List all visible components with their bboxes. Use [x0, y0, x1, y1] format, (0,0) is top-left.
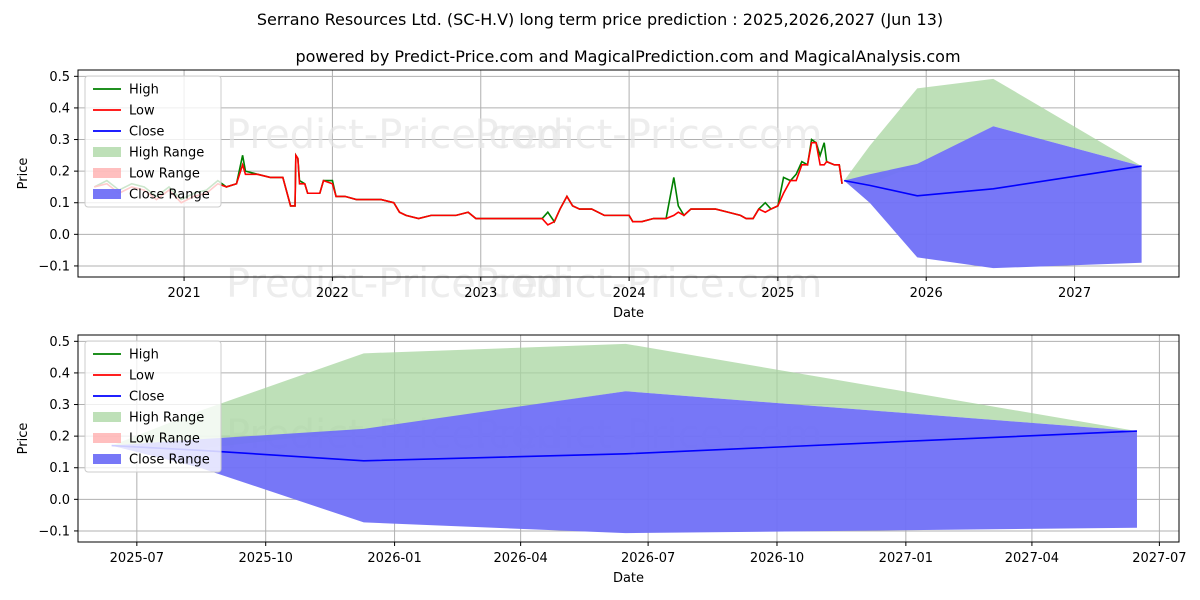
legend-label: Low [129, 369, 155, 384]
y-tick-label: 0.4 [49, 366, 70, 381]
x-tick-label: 2026-07 [621, 551, 675, 566]
x-tick-label: 2022 [316, 286, 349, 301]
watermark-text: Predict-Price.com [475, 261, 823, 307]
high-range-band [844, 78, 1142, 184]
legend-label: High Range [129, 146, 204, 161]
x-tick-label: 2023 [464, 286, 497, 301]
y-tick-label: 0.5 [49, 70, 70, 85]
chart-panel-1: Predict-Price.comPredict-Price.comPredic… [16, 69, 1180, 321]
y-tick-label: −0.1 [38, 524, 70, 539]
watermark-text: Predict-Price.com [475, 112, 823, 158]
y-tick-label: 0.1 [49, 196, 70, 211]
legend-swatch-low_range [93, 433, 121, 443]
legend-label: Low Range [129, 432, 200, 447]
y-tick-label: 0.2 [49, 165, 70, 180]
y-axis-label: Price [16, 423, 31, 455]
legend-label: Close [129, 390, 164, 405]
y-tick-label: 0.2 [49, 430, 70, 445]
x-tick-label: 2026-01 [367, 551, 421, 566]
legend-label: Low [129, 104, 155, 119]
y-tick-label: 0.3 [49, 398, 70, 413]
legend-label: High Range [129, 411, 204, 426]
high-range-band [111, 343, 1137, 449]
y-tick-label: 0.0 [49, 493, 70, 508]
watermark-text: Predict-Price.com [226, 261, 574, 307]
y-tick-label: 0.0 [49, 228, 70, 243]
legend-swatch-high_range [93, 147, 121, 157]
legend-swatch-high_range [93, 412, 121, 422]
y-axis-label: Price [16, 158, 31, 190]
x-tick-label: 2025 [761, 286, 794, 301]
plot-frame [77, 334, 1180, 543]
y-tick-label: 0.1 [49, 461, 70, 476]
legend: High Low Close High Range Low Range Close Ran… [84, 75, 222, 208]
legend-label: Close Range [129, 453, 210, 468]
legend-label: High [129, 348, 159, 363]
legend-swatch-close_range [93, 454, 121, 464]
x-tick-label: 2026-10 [750, 551, 804, 566]
x-axis-label: Date [613, 306, 644, 321]
chart-subtitle: powered by Predict-Price.com and Magical… [295, 47, 960, 66]
watermark-text: Predict-Price.com [226, 112, 574, 158]
close-series-line [843, 165, 1142, 197]
y-tick-label: 0.3 [49, 133, 70, 148]
x-tick-label: 2026 [910, 286, 943, 301]
x-tick-label: 2027 [1058, 286, 1091, 301]
plot-area [93, 78, 1142, 269]
legend: High Low Close High Range Low Range Close Ran… [84, 340, 222, 473]
plot-frame [77, 69, 1180, 278]
legend-label: Close [129, 125, 164, 140]
close-range-band [844, 126, 1142, 269]
x-tick-label: 2027-04 [1005, 551, 1059, 566]
x-tick-label: 2025-10 [239, 551, 293, 566]
x-tick-label: 2021 [168, 286, 201, 301]
x-tick-label: 2026-04 [493, 551, 547, 566]
legend-swatch-low_range [93, 168, 121, 178]
legend-swatch-close_range [93, 189, 121, 199]
chart-title: Serrano Resources Ltd. (SC-H.V) long ter… [257, 10, 943, 29]
close-range-band [111, 391, 1137, 534]
legend-label: Low Range [129, 167, 200, 182]
chart-panel-2: Predict-Price.comPredict-Price.com−0.10.… [16, 334, 1187, 586]
x-tick-label: 2025-07 [110, 551, 164, 566]
x-tick-label: 2027-01 [879, 551, 933, 566]
legend-label: Close Range [129, 188, 210, 203]
x-tick-label: 2027-07 [1132, 551, 1186, 566]
low-series-line [94, 141, 843, 226]
y-tick-label: 0.4 [49, 101, 70, 116]
y-tick-label: −0.1 [38, 259, 70, 274]
x-axis-label: Date [613, 571, 644, 586]
x-tick-label: 2024 [613, 286, 646, 301]
legend-label: High [129, 83, 159, 98]
y-tick-label: 0.5 [49, 335, 70, 350]
